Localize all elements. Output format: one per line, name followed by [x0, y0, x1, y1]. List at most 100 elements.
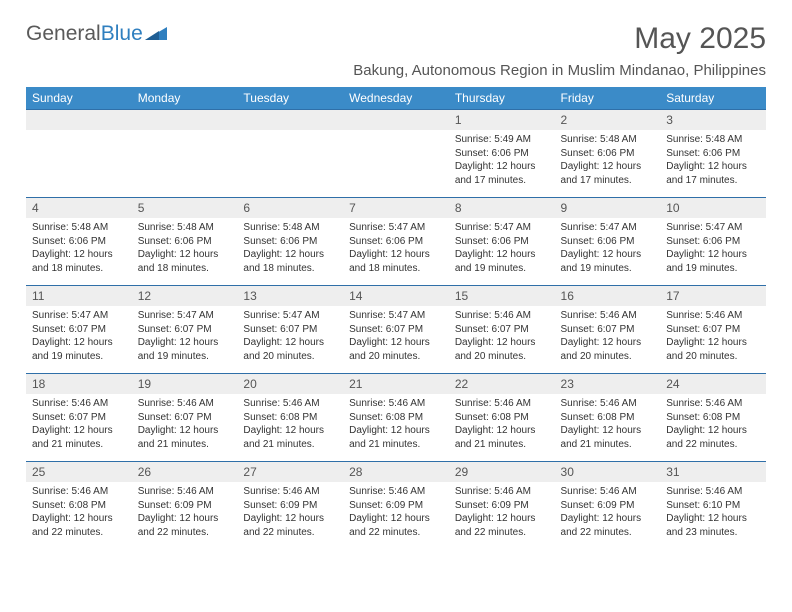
calendar-day-cell: 27Sunrise: 5:46 AMSunset: 6:09 PMDayligh…	[237, 461, 343, 549]
month-title: May 2025	[634, 22, 766, 56]
day-number: 12	[132, 285, 238, 306]
day-details: Sunrise: 5:46 AMSunset: 6:07 PMDaylight:…	[132, 394, 238, 457]
calendar-day-cell: 28Sunrise: 5:46 AMSunset: 6:09 PMDayligh…	[343, 461, 449, 549]
sunrise-text: Sunrise: 5:46 AM	[243, 397, 337, 411]
day-details: Sunrise: 5:46 AMSunset: 6:08 PMDaylight:…	[660, 394, 766, 457]
daylight-text: Daylight: 12 hours and 20 minutes.	[561, 336, 655, 363]
calendar-day-cell: 25Sunrise: 5:46 AMSunset: 6:08 PMDayligh…	[26, 461, 132, 549]
day-number: 23	[555, 373, 661, 394]
day-details: Sunrise: 5:48 AMSunset: 6:06 PMDaylight:…	[26, 218, 132, 281]
day-details: Sunrise: 5:46 AMSunset: 6:08 PMDaylight:…	[343, 394, 449, 457]
day-number: 28	[343, 461, 449, 482]
sunrise-text: Sunrise: 5:46 AM	[455, 309, 549, 323]
sunrise-text: Sunrise: 5:47 AM	[349, 221, 443, 235]
sunset-text: Sunset: 6:06 PM	[561, 147, 655, 161]
day-details: Sunrise: 5:46 AMSunset: 6:09 PMDaylight:…	[449, 482, 555, 545]
sunrise-text: Sunrise: 5:46 AM	[243, 485, 337, 499]
day-number: 31	[660, 461, 766, 482]
calendar-day-cell: 29Sunrise: 5:46 AMSunset: 6:09 PMDayligh…	[449, 461, 555, 549]
sunset-text: Sunset: 6:09 PM	[455, 499, 549, 513]
day-details: Sunrise: 5:47 AMSunset: 6:06 PMDaylight:…	[343, 218, 449, 281]
daylight-text: Daylight: 12 hours and 19 minutes.	[138, 336, 232, 363]
sunrise-text: Sunrise: 5:46 AM	[455, 397, 549, 411]
weekday-thu: Thursday	[449, 87, 555, 109]
day-details: Sunrise: 5:46 AMSunset: 6:09 PMDaylight:…	[343, 482, 449, 545]
day-number: 26	[132, 461, 238, 482]
daylight-text: Daylight: 12 hours and 20 minutes.	[455, 336, 549, 363]
day-number: 6	[237, 197, 343, 218]
day-number: 1	[449, 109, 555, 130]
day-number: 24	[660, 373, 766, 394]
calendar-day-cell: 5Sunrise: 5:48 AMSunset: 6:06 PMDaylight…	[132, 197, 238, 285]
calendar-day-cell: 17Sunrise: 5:46 AMSunset: 6:07 PMDayligh…	[660, 285, 766, 373]
sunrise-text: Sunrise: 5:48 AM	[32, 221, 126, 235]
sunset-text: Sunset: 6:08 PM	[561, 411, 655, 425]
calendar-body: 1Sunrise: 5:49 AMSunset: 6:06 PMDaylight…	[26, 109, 766, 549]
sunset-text: Sunset: 6:09 PM	[561, 499, 655, 513]
header-row: GeneralBlue May 2025	[26, 22, 766, 56]
sunset-text: Sunset: 6:06 PM	[138, 235, 232, 249]
daylight-text: Daylight: 12 hours and 22 minutes.	[138, 512, 232, 539]
calendar-day-cell	[343, 109, 449, 197]
sunrise-text: Sunrise: 5:46 AM	[349, 485, 443, 499]
weekday-mon: Monday	[132, 87, 238, 109]
calendar-day-cell: 3Sunrise: 5:48 AMSunset: 6:06 PMDaylight…	[660, 109, 766, 197]
calendar-day-cell: 19Sunrise: 5:46 AMSunset: 6:07 PMDayligh…	[132, 373, 238, 461]
day-number: 17	[660, 285, 766, 306]
sunrise-text: Sunrise: 5:46 AM	[666, 397, 760, 411]
sunset-text: Sunset: 6:10 PM	[666, 499, 760, 513]
sunrise-text: Sunrise: 5:47 AM	[349, 309, 443, 323]
logo-word-1: General	[26, 22, 101, 45]
logo-triangle-icon	[145, 24, 167, 45]
calendar-day-cell: 8Sunrise: 5:47 AMSunset: 6:06 PMDaylight…	[449, 197, 555, 285]
day-details: Sunrise: 5:47 AMSunset: 6:07 PMDaylight:…	[26, 306, 132, 369]
sunrise-text: Sunrise: 5:46 AM	[32, 485, 126, 499]
day-number: 11	[26, 285, 132, 306]
sunset-text: Sunset: 6:09 PM	[349, 499, 443, 513]
day-number: 21	[343, 373, 449, 394]
sunset-text: Sunset: 6:09 PM	[138, 499, 232, 513]
daylight-text: Daylight: 12 hours and 22 minutes.	[349, 512, 443, 539]
day-details: Sunrise: 5:46 AMSunset: 6:07 PMDaylight:…	[660, 306, 766, 369]
sunset-text: Sunset: 6:07 PM	[349, 323, 443, 337]
calendar-day-cell: 16Sunrise: 5:46 AMSunset: 6:07 PMDayligh…	[555, 285, 661, 373]
calendar-week-row: 18Sunrise: 5:46 AMSunset: 6:07 PMDayligh…	[26, 373, 766, 461]
sunset-text: Sunset: 6:07 PM	[666, 323, 760, 337]
calendar-day-cell: 23Sunrise: 5:46 AMSunset: 6:08 PMDayligh…	[555, 373, 661, 461]
daylight-text: Daylight: 12 hours and 18 minutes.	[349, 248, 443, 275]
sunset-text: Sunset: 6:08 PM	[349, 411, 443, 425]
sunset-text: Sunset: 6:06 PM	[243, 235, 337, 249]
daylight-text: Daylight: 12 hours and 22 minutes.	[243, 512, 337, 539]
sunrise-text: Sunrise: 5:46 AM	[561, 309, 655, 323]
day-details: Sunrise: 5:46 AMSunset: 6:08 PMDaylight:…	[449, 394, 555, 457]
calendar-week-row: 4Sunrise: 5:48 AMSunset: 6:06 PMDaylight…	[26, 197, 766, 285]
calendar-day-cell: 2Sunrise: 5:48 AMSunset: 6:06 PMDaylight…	[555, 109, 661, 197]
weekday-fri: Friday	[555, 87, 661, 109]
calendar-day-cell: 18Sunrise: 5:46 AMSunset: 6:07 PMDayligh…	[26, 373, 132, 461]
sunset-text: Sunset: 6:07 PM	[32, 323, 126, 337]
logo-word-2: Blue	[101, 22, 143, 45]
sunrise-text: Sunrise: 5:46 AM	[666, 309, 760, 323]
daylight-text: Daylight: 12 hours and 19 minutes.	[32, 336, 126, 363]
sunrise-text: Sunrise: 5:48 AM	[138, 221, 232, 235]
calendar-day-cell: 9Sunrise: 5:47 AMSunset: 6:06 PMDaylight…	[555, 197, 661, 285]
sunset-text: Sunset: 6:08 PM	[455, 411, 549, 425]
daylight-text: Daylight: 12 hours and 21 minutes.	[32, 424, 126, 451]
daylight-text: Daylight: 12 hours and 18 minutes.	[32, 248, 126, 275]
calendar-day-cell: 7Sunrise: 5:47 AMSunset: 6:06 PMDaylight…	[343, 197, 449, 285]
day-number: 5	[132, 197, 238, 218]
day-details: Sunrise: 5:47 AMSunset: 6:07 PMDaylight:…	[132, 306, 238, 369]
day-number: 27	[237, 461, 343, 482]
calendar-day-cell: 20Sunrise: 5:46 AMSunset: 6:08 PMDayligh…	[237, 373, 343, 461]
sunset-text: Sunset: 6:07 PM	[243, 323, 337, 337]
daylight-text: Daylight: 12 hours and 21 minutes.	[561, 424, 655, 451]
calendar-day-cell: 21Sunrise: 5:46 AMSunset: 6:08 PMDayligh…	[343, 373, 449, 461]
sunrise-text: Sunrise: 5:48 AM	[561, 133, 655, 147]
day-number: 3	[660, 109, 766, 130]
daylight-text: Daylight: 12 hours and 19 minutes.	[666, 248, 760, 275]
sunrise-text: Sunrise: 5:46 AM	[666, 485, 760, 499]
calendar-day-cell: 13Sunrise: 5:47 AMSunset: 6:07 PMDayligh…	[237, 285, 343, 373]
sunset-text: Sunset: 6:07 PM	[455, 323, 549, 337]
day-number	[343, 109, 449, 130]
day-details: Sunrise: 5:48 AMSunset: 6:06 PMDaylight:…	[660, 130, 766, 193]
